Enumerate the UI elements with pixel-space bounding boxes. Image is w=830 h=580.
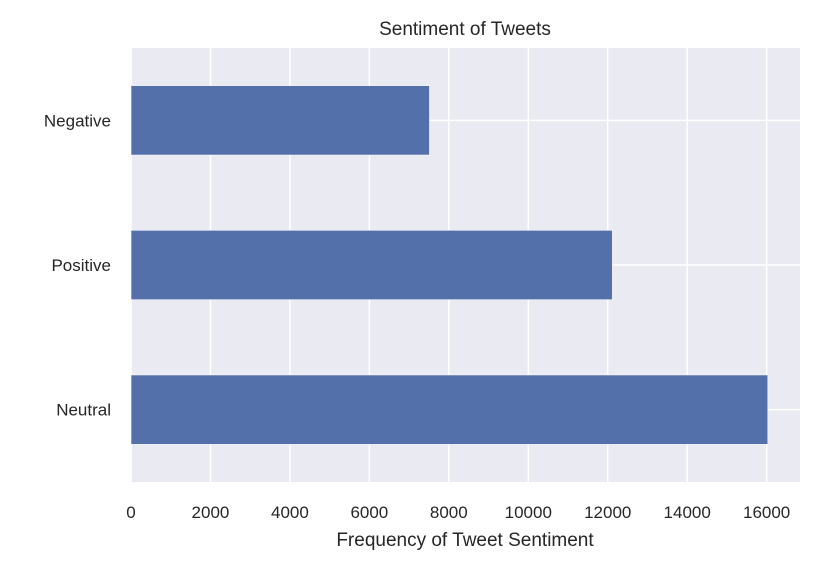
x-axis-label: Frequency of Tweet Sentiment	[336, 530, 594, 551]
bars	[130, 85, 769, 445]
x-tick-label: 0	[126, 503, 135, 522]
x-tick-label: 2000	[192, 503, 230, 522]
y-axis-ticks: Negative Positive Neutral	[44, 111, 111, 419]
chart-title: Sentiment of Tweets	[379, 19, 551, 40]
x-tick-label: 14000	[664, 503, 711, 522]
bar-positive	[130, 229, 613, 301]
y-tick-label: Negative	[44, 111, 111, 130]
y-tick-label: Neutral	[56, 401, 111, 420]
x-tick-label: 16000	[743, 503, 790, 522]
x-tick-label: 4000	[271, 503, 309, 522]
bar-neutral	[130, 374, 769, 445]
y-tick-label: Positive	[51, 256, 111, 275]
x-tick-label: 10000	[505, 503, 552, 522]
x-axis-ticks: 0 2000 4000 6000 8000 10000 12000 14000 16000	[126, 503, 790, 522]
x-tick-label: 8000	[430, 503, 468, 522]
bar-negative	[130, 85, 430, 156]
x-tick-label: 6000	[350, 503, 388, 522]
x-tick-label: 12000	[584, 503, 631, 522]
